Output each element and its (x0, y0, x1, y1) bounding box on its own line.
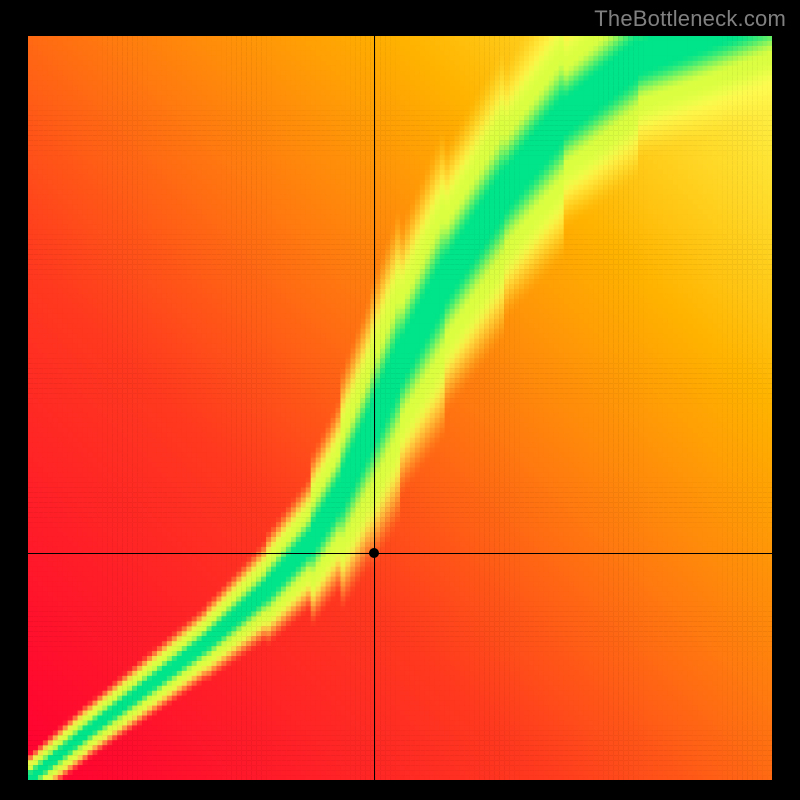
heatmap-plot (28, 36, 772, 780)
watermark-text: TheBottleneck.com (594, 6, 786, 32)
chart-frame: TheBottleneck.com (0, 0, 800, 800)
heatmap-canvas (28, 36, 772, 780)
